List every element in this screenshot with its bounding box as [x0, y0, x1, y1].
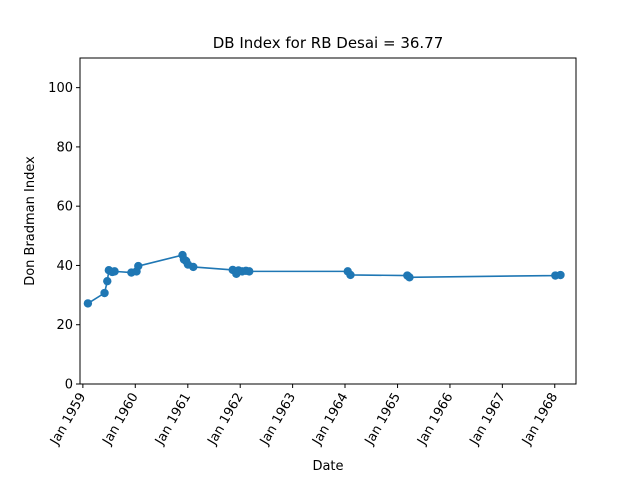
plot-frame	[79, 57, 577, 385]
chart-title: DB Index for RB Desai = 36.77	[213, 34, 444, 52]
data-point	[110, 267, 119, 276]
data-point	[245, 267, 254, 276]
y-tick-label: 20	[56, 318, 73, 333]
y-tick-label: 0	[65, 378, 73, 393]
y-axis-label: Don Bradman Index	[23, 156, 38, 286]
series-layer	[83, 250, 565, 308]
y-tick-label: 100	[48, 81, 73, 96]
y-tick-label: 40	[56, 259, 73, 274]
data-point	[189, 262, 198, 272]
y-tick-label: 80	[56, 140, 73, 155]
plot-area	[79, 57, 577, 385]
data-point	[405, 273, 414, 282]
data-point	[556, 270, 565, 280]
y-axis: 0 20 40 60 80 100	[48, 81, 80, 393]
data-point	[100, 288, 109, 298]
data-point	[346, 270, 355, 280]
data-point	[103, 276, 112, 286]
data-point	[134, 261, 143, 271]
x-axis-label: Date	[312, 459, 343, 474]
data-point	[83, 299, 93, 308]
y-tick-label: 60	[56, 200, 73, 215]
